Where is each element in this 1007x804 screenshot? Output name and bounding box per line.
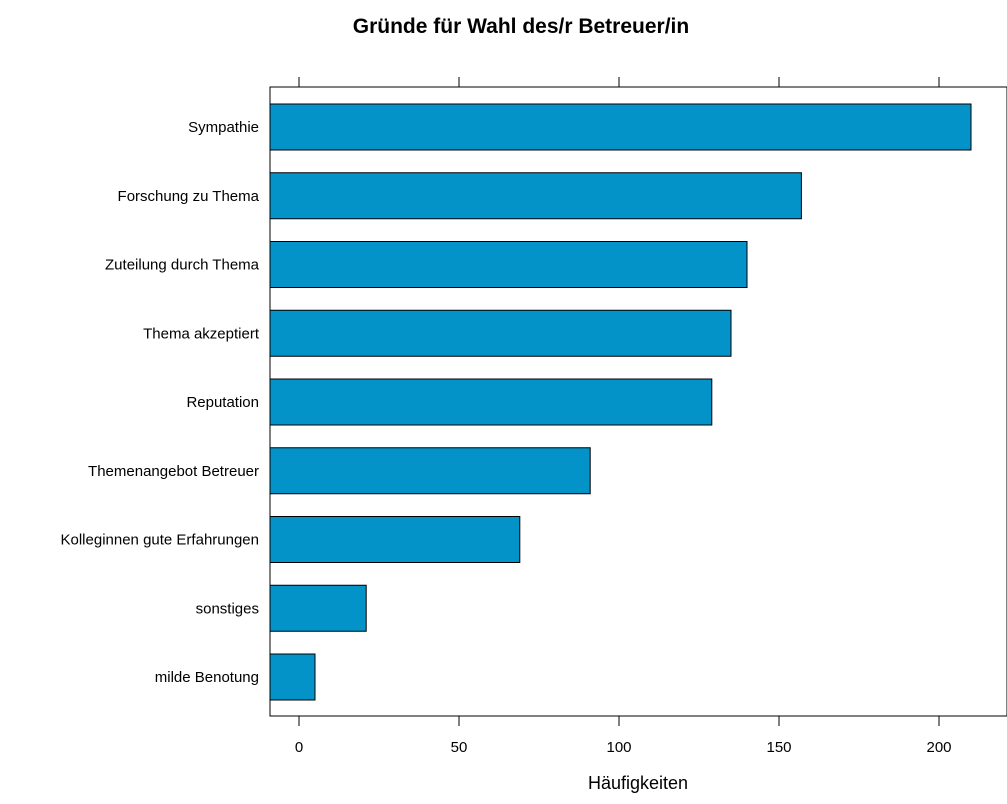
bar-2	[269, 241, 748, 288]
category-label-8: milde Benotung	[155, 669, 259, 686]
bars-layer	[269, 103, 972, 701]
category-label-4: Reputation	[186, 394, 259, 411]
category-label-1: Forschung zu Thema	[118, 188, 260, 205]
category-label-7: sonstiges	[196, 600, 259, 617]
bar-3	[269, 309, 732, 357]
category-label-5: Themenangebot Betreuer	[88, 463, 259, 480]
x-tick-label-0: 0	[295, 739, 303, 756]
category-label-6: Kolleginnen gute Erfahrungen	[61, 532, 260, 549]
x-tick-label-3: 150	[766, 739, 791, 756]
bar-6	[269, 516, 521, 563]
bar-7	[269, 584, 367, 632]
x-axis-label: Häufigkeiten	[588, 773, 688, 793]
bar-0	[269, 103, 972, 151]
axis-ticks: 0 50 100 150 200	[295, 77, 952, 756]
x-tick-label-4: 200	[926, 739, 951, 756]
category-label-3: Thema akzeptiert	[143, 325, 260, 342]
bar-5	[269, 447, 591, 495]
chart-title: Gründe für Wahl des/r Betreuer/in	[353, 15, 689, 38]
bar-4	[269, 378, 713, 426]
category-labels: Sympathie Forschung zu Thema Zuteilung dur…	[61, 119, 260, 686]
x-tick-label-2: 100	[606, 739, 631, 756]
category-label-2: Zuteilung durch Thema	[105, 257, 260, 274]
category-label-0: Sympathie	[188, 119, 259, 136]
bar-8	[269, 653, 316, 701]
plot-frame	[269, 86, 1007, 717]
x-tick-label-1: 50	[451, 739, 468, 756]
bar-1	[269, 172, 802, 220]
